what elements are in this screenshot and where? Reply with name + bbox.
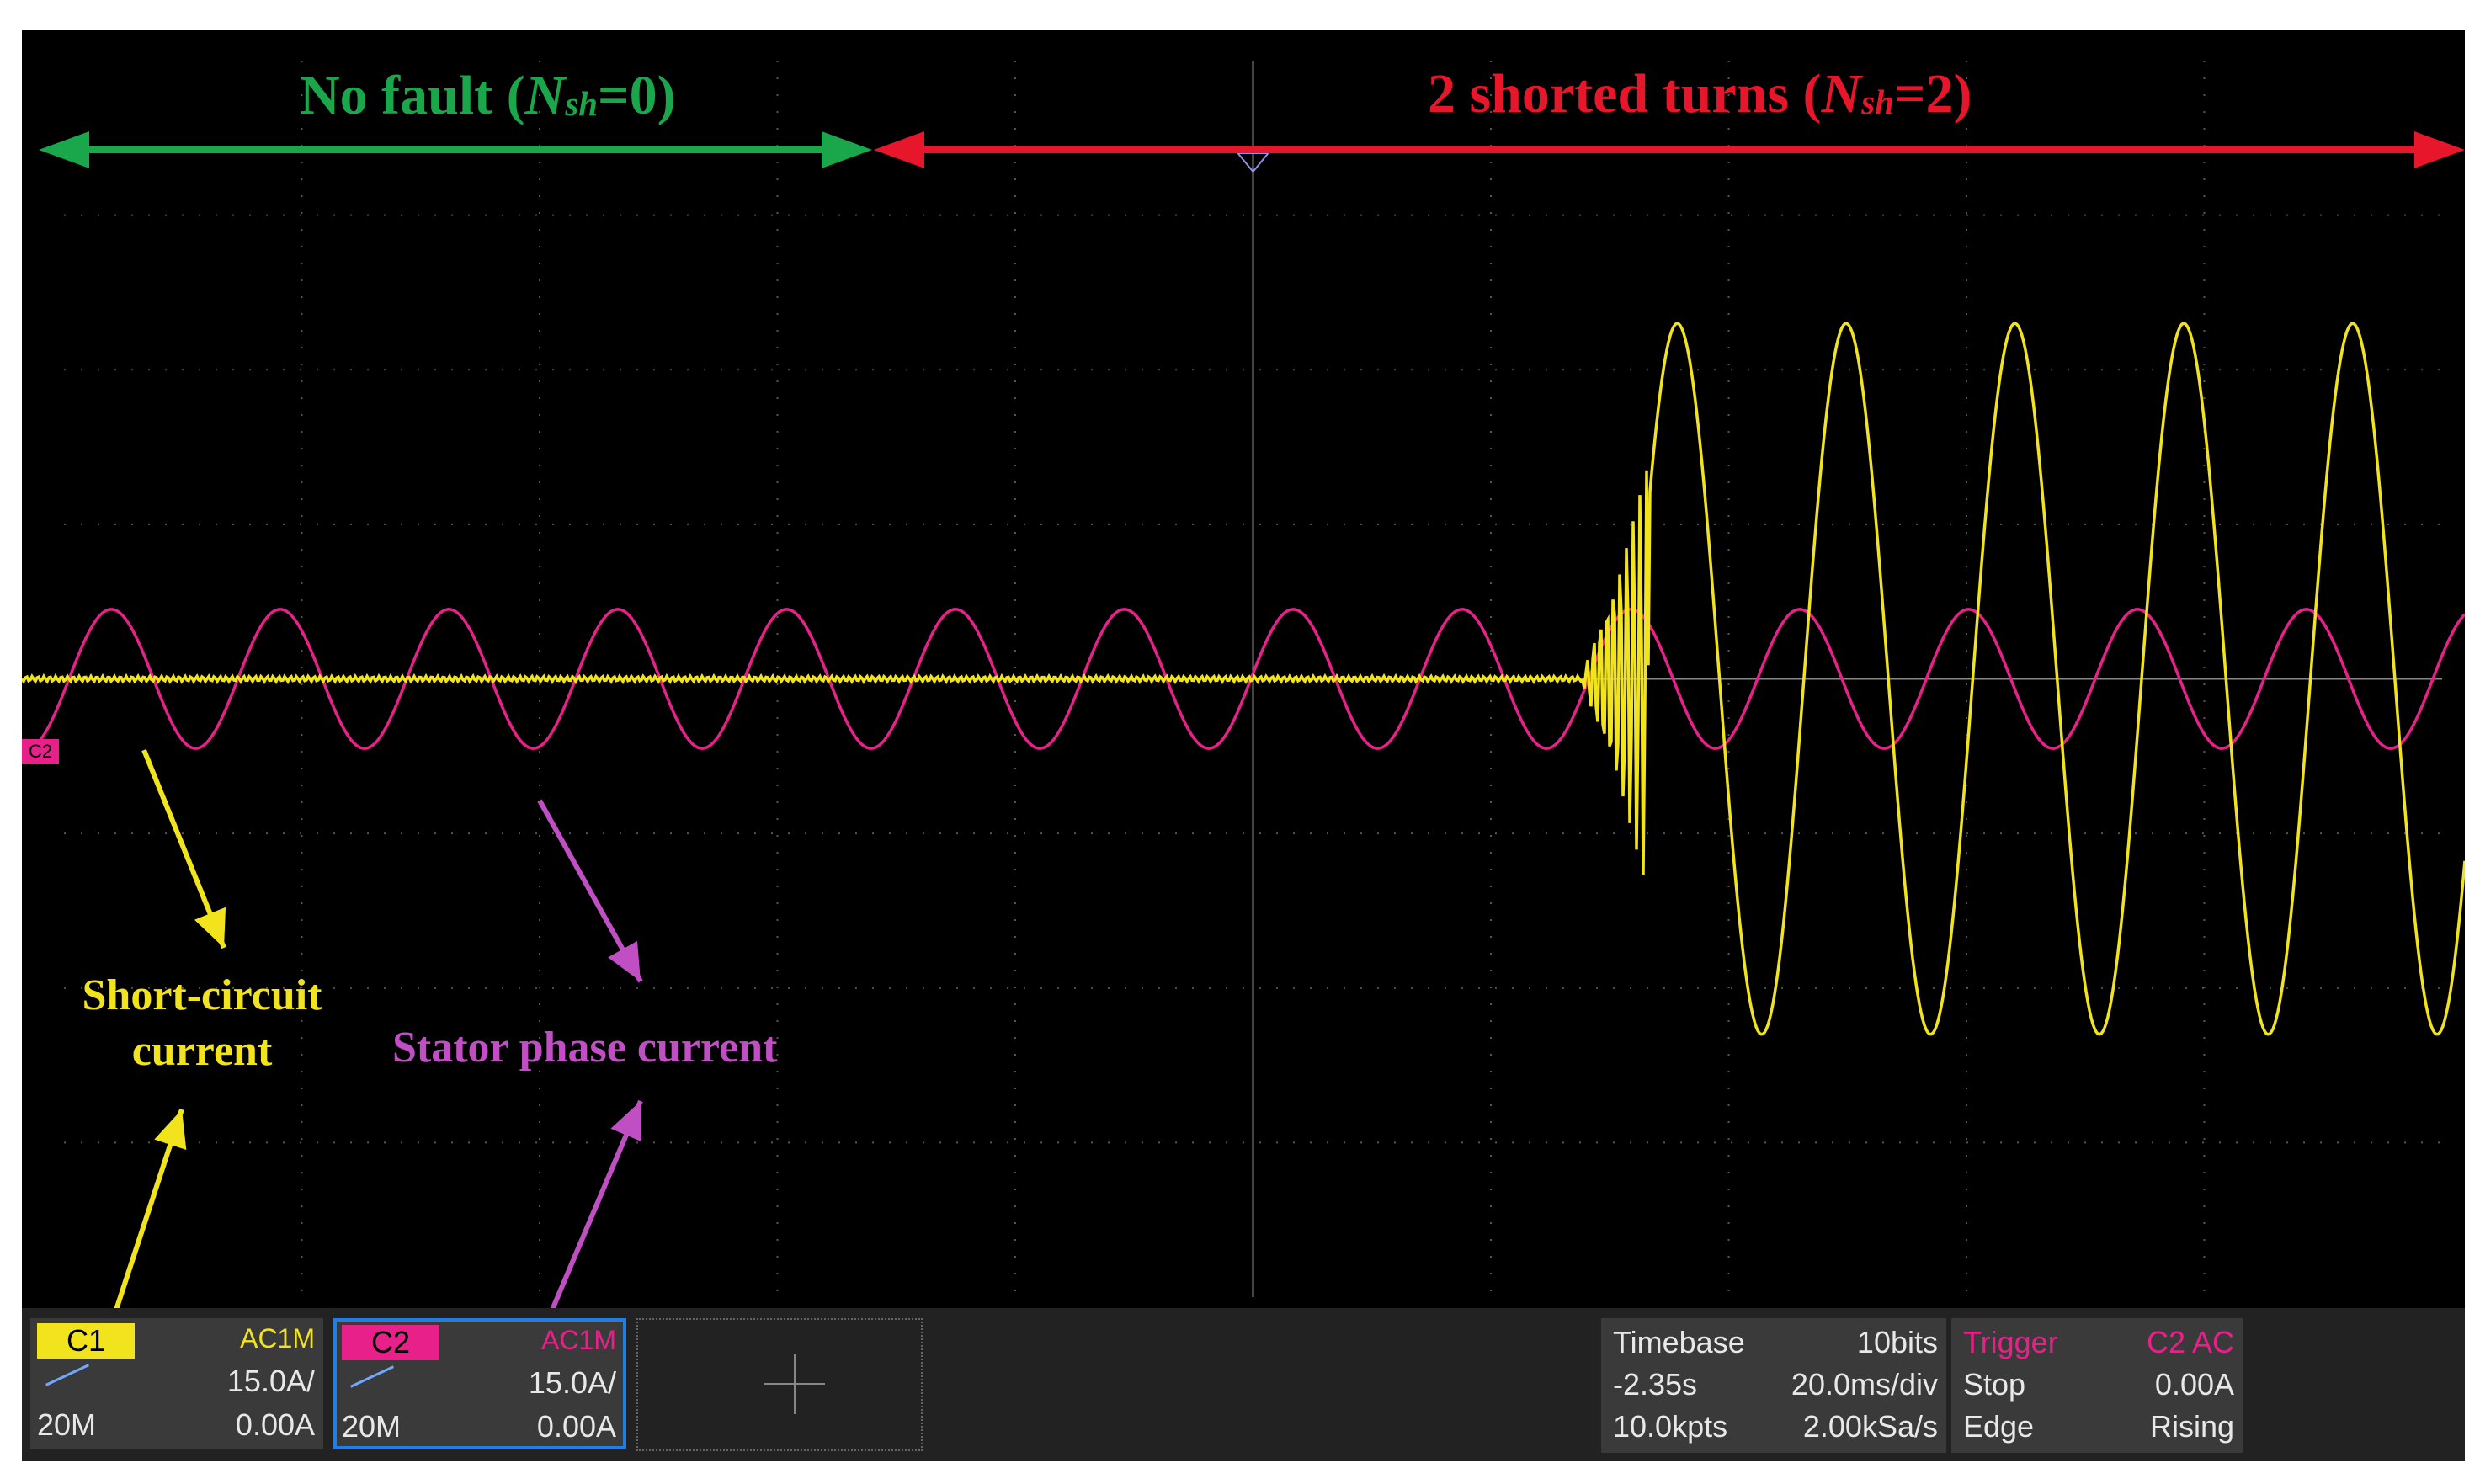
arrow-head	[39, 131, 89, 168]
timebase-scale: 20.0ms/div	[1791, 1367, 1938, 1402]
short-circuit-trace	[22, 322, 2465, 1036]
oscilloscope-screen: No fault (Nsh=0) 2 shorted turns (Nsh=2)…	[22, 30, 2465, 1461]
channel-2-box[interactable]: C2 AC1M 15.0A/ 20M 0.00A	[333, 1318, 626, 1449]
timebase-bits: 10bits	[1856, 1325, 1938, 1359]
timebase-rate: 2.00kSa/s	[1802, 1409, 1938, 1444]
timebase-points: 10.0kpts	[1613, 1409, 1728, 1444]
status-panel: C1 AC1M 15.0A/ 20M 0.00A C2 AC1M 15.0A/ …	[22, 1308, 2465, 1461]
trigger-title: Trigger	[1963, 1325, 2058, 1359]
stator-phase-trace	[22, 608, 2465, 750]
trigger-source: C2 AC	[2146, 1325, 2234, 1359]
arrow-head	[194, 907, 226, 948]
arrow-head	[822, 131, 872, 168]
channel-1-tag[interactable]: C1	[37, 1323, 135, 1359]
channel-2-scale: 15.0A/	[528, 1365, 616, 1400]
probe-icon	[349, 1365, 395, 1388]
channel-2-coupling: AC1M	[541, 1325, 616, 1355]
probe-icon	[45, 1364, 90, 1386]
channel-2-bandwidth: 20M	[342, 1409, 402, 1444]
timebase-title: Timebase	[1613, 1325, 1745, 1359]
waveform-display	[22, 61, 2465, 1311]
channel-offset-marker[interactable]: C2	[22, 739, 59, 764]
arrow-head	[874, 131, 924, 168]
channel-1-coupling: AC1M	[240, 1323, 315, 1354]
arrow-head	[2414, 131, 2465, 168]
no-fault-label: No fault (Nsh=0)	[300, 65, 676, 126]
add-channel-slot[interactable]	[636, 1318, 923, 1451]
trigger-box[interactable]: Trigger C2 AC Stop 0.00A Edge Rising	[1951, 1318, 2243, 1453]
short-circuit-current-label: Short-circuit current	[82, 971, 322, 1075]
channel-1-bandwidth: 20M	[37, 1407, 97, 1442]
arrow-head	[154, 1109, 187, 1151]
plus-icon[interactable]	[764, 1354, 825, 1414]
timebase-box[interactable]: Timebase 10bits -2.35s 20.0ms/div 10.0kp…	[1601, 1318, 1946, 1453]
trigger-slope: Rising	[2149, 1409, 2234, 1444]
stator-phase-current-label: Stator phase current	[392, 1024, 778, 1072]
arrow-head	[610, 1101, 642, 1142]
channel-2-tag[interactable]: C2	[342, 1325, 439, 1360]
channel-1-scale: 15.0A/	[226, 1364, 315, 1398]
channel-2-offset: 0.00A	[536, 1409, 616, 1444]
stator-phase-pointer	[550, 1099, 643, 1311]
shorted-turns-label: 2 shorted turns (Nsh=2)	[1428, 63, 1972, 125]
trigger-type: Edge	[1963, 1409, 2035, 1444]
timebase-delay: -2.35s	[1613, 1367, 1698, 1402]
arrow-head	[608, 940, 641, 981]
trigger-state: Stop	[1963, 1367, 2026, 1402]
trigger-level: 0.00A	[2154, 1367, 2234, 1402]
channel-1-box[interactable]: C1 AC1M 15.0A/ 20M 0.00A	[30, 1318, 323, 1449]
channel-1-offset: 0.00A	[235, 1407, 315, 1442]
